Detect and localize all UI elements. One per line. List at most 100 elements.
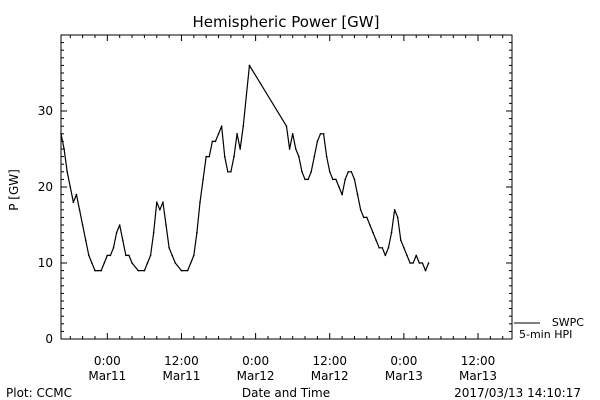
series-point-0-99: [415, 254, 418, 257]
series-point-0-42: [202, 178, 204, 181]
series-point-0-51: [230, 171, 232, 173]
series-point-0-87: [378, 247, 380, 249]
series-point-0-28: [152, 231, 155, 234]
series-point-0-36: [180, 269, 183, 272]
y-tick-label-10: 10: [38, 256, 53, 270]
series-point-0-40: [196, 231, 198, 234]
series-point-0-59: [291, 133, 294, 135]
series-point-0-74: [338, 186, 340, 188]
y-tick-label-0: 0: [45, 332, 53, 346]
series-point-0-72: [332, 178, 334, 181]
series-point-0-83: [366, 216, 368, 219]
series-point-0-89: [384, 254, 387, 257]
series-point-0-69: [322, 133, 325, 135]
series-point-0-62: [301, 171, 303, 173]
series-point-0-91: [390, 231, 393, 234]
series-point-0-2: [66, 171, 68, 173]
series-point-0-65: [310, 171, 313, 173]
series-point-0-55: [242, 125, 245, 127]
series-point-0-50: [227, 171, 229, 173]
x-tick-sublabel-3: Mar12: [311, 369, 349, 383]
series-point-0-43: [205, 155, 207, 158]
footer-center: Date and Time: [242, 386, 330, 400]
series-point-0-19: [118, 224, 121, 226]
series-point-0-34: [171, 254, 174, 257]
y-tick-label-30: 30: [38, 104, 53, 118]
series-layer: [60, 64, 430, 272]
footer-left: Plot: CCMC: [6, 386, 72, 400]
series-point-0-47: [217, 133, 220, 135]
x-tick-sublabel-0: Mar11: [88, 369, 126, 383]
series-point-0-94: [399, 239, 402, 241]
x-tick-sublabel-4: Mar13: [385, 369, 423, 383]
series-point-0-102: [424, 269, 427, 272]
series-point-0-5: [75, 193, 78, 196]
series-point-0-97: [409, 262, 411, 264]
series-point-0-13: [100, 269, 102, 272]
x-axis-ticks: 0:00Mar1112:00Mar110:00Mar1212:00Mar120:…: [69, 35, 504, 383]
series-point-0-15: [106, 254, 109, 257]
series-point-0-52: [233, 155, 235, 158]
plot-area: [60, 34, 513, 340]
series-point-0-57: [285, 125, 288, 127]
series-point-0-30: [159, 209, 161, 211]
series-point-0-8: [84, 239, 87, 241]
series-point-0-71: [328, 171, 331, 173]
series-point-0-95: [403, 247, 405, 249]
series-point-0-7: [81, 224, 84, 226]
y-axis-ticks: 0 10 20 30: [38, 42, 512, 346]
x-tick-sublabel-5: Mar13: [459, 369, 497, 383]
legend-label-1: 5-min HPI: [519, 328, 572, 341]
series-point-0-18: [115, 231, 118, 234]
series-point-0-33: [168, 247, 170, 249]
series-point-0-82: [362, 216, 365, 219]
series-point-0-29: [155, 201, 158, 203]
series-point-0-80: [356, 193, 359, 196]
series-line-0: [60, 64, 430, 272]
x-tick-label-4: 0:00: [390, 354, 417, 368]
footer-right: 2017/03/13 14:10:17: [454, 386, 581, 400]
series-point-0-17: [112, 247, 115, 249]
series-point-0-44: [208, 155, 211, 158]
series-point-0-11: [94, 269, 96, 272]
series-point-0-81: [359, 209, 362, 211]
series-point-0-53: [236, 133, 238, 135]
series-point-0-45: [211, 140, 214, 143]
series-point-0-92: [393, 209, 396, 211]
series-point-0-63: [304, 178, 306, 181]
series-point-0-41: [199, 201, 201, 203]
series-point-0-12: [97, 269, 99, 272]
series-point-0-70: [325, 155, 328, 158]
x-tick-label-3: 12:00: [312, 354, 347, 368]
series-point-0-26: [146, 262, 149, 264]
series-point-0-0: [60, 133, 62, 135]
series-point-0-68: [319, 133, 322, 135]
x-tick-label-5: 12:00: [461, 354, 496, 368]
series-point-0-78: [350, 171, 353, 173]
series-point-0-23: [131, 262, 133, 264]
series-point-0-1: [63, 148, 65, 150]
series-point-0-64: [307, 178, 309, 181]
series-point-0-46: [214, 140, 217, 143]
series-point-0-61: [298, 155, 300, 158]
y-axis-label: P [GW]: [7, 169, 21, 211]
series-point-0-73: [335, 178, 337, 181]
series-point-0-38: [189, 262, 192, 264]
series-point-0-31: [162, 201, 164, 203]
series-point-0-32: [165, 224, 167, 226]
x-tick-sublabel-1: Mar11: [163, 369, 201, 383]
series-point-0-66: [313, 155, 316, 158]
series-point-0-10: [91, 262, 93, 264]
y-tick-label-20: 20: [38, 180, 53, 194]
series-point-0-3: [69, 186, 72, 188]
series-point-0-103: [427, 262, 430, 264]
series-point-0-9: [88, 254, 90, 257]
x-tick-label-0: 0:00: [94, 354, 121, 368]
series-point-0-39: [193, 254, 195, 257]
series-point-0-85: [372, 231, 374, 234]
x-tick-label-1: 12:00: [164, 354, 199, 368]
series-point-0-48: [220, 125, 223, 127]
x-tick-label-2: 0:00: [242, 354, 269, 368]
